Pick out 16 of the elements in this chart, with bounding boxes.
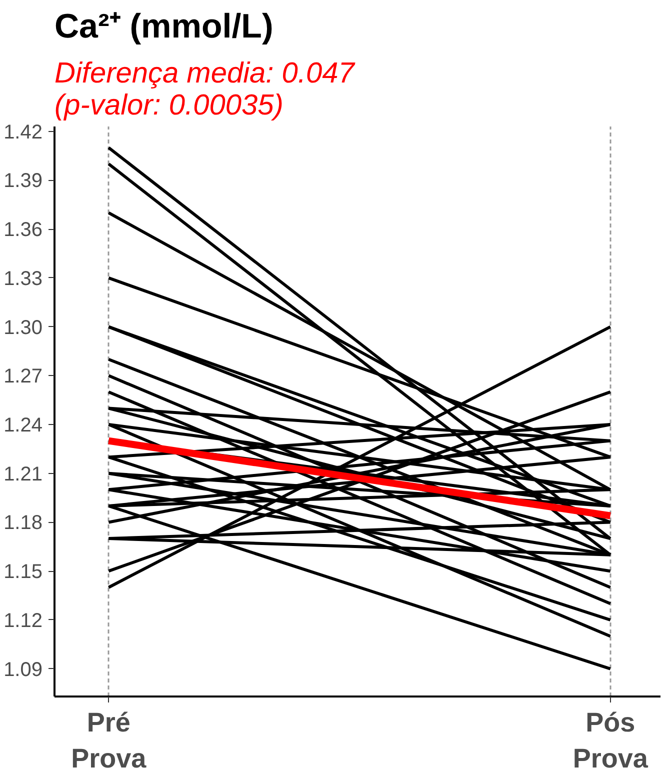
y-tick-label: 1.36 — [4, 219, 43, 242]
y-tick-label: 1.27 — [4, 366, 43, 388]
y-tick-label: 1.21 — [4, 463, 43, 486]
y-tick-label: 1.12 — [4, 610, 43, 632]
y-tick-label: 1.33 — [4, 268, 43, 290]
y-tick-label: 1.18 — [4, 512, 43, 534]
y-tick-label: 1.39 — [4, 170, 43, 192]
chart-subtitle: Diferença media: 0.047 (p-valor: 0.00035) — [54, 58, 356, 122]
y-tick-label: 1.42 — [4, 121, 43, 144]
y-tick-label: 1.24 — [4, 414, 43, 437]
chart-title: Ca²⁺ (mmol/L) — [54, 8, 274, 46]
x-tick-label: Pré Prova — [71, 708, 148, 774]
y-tick-label: 1.30 — [4, 316, 43, 339]
y-tick-label: 1.15 — [4, 561, 43, 584]
y-tick-label: 1.09 — [4, 658, 43, 681]
x-tick-label: Pós Prova — [572, 708, 649, 774]
